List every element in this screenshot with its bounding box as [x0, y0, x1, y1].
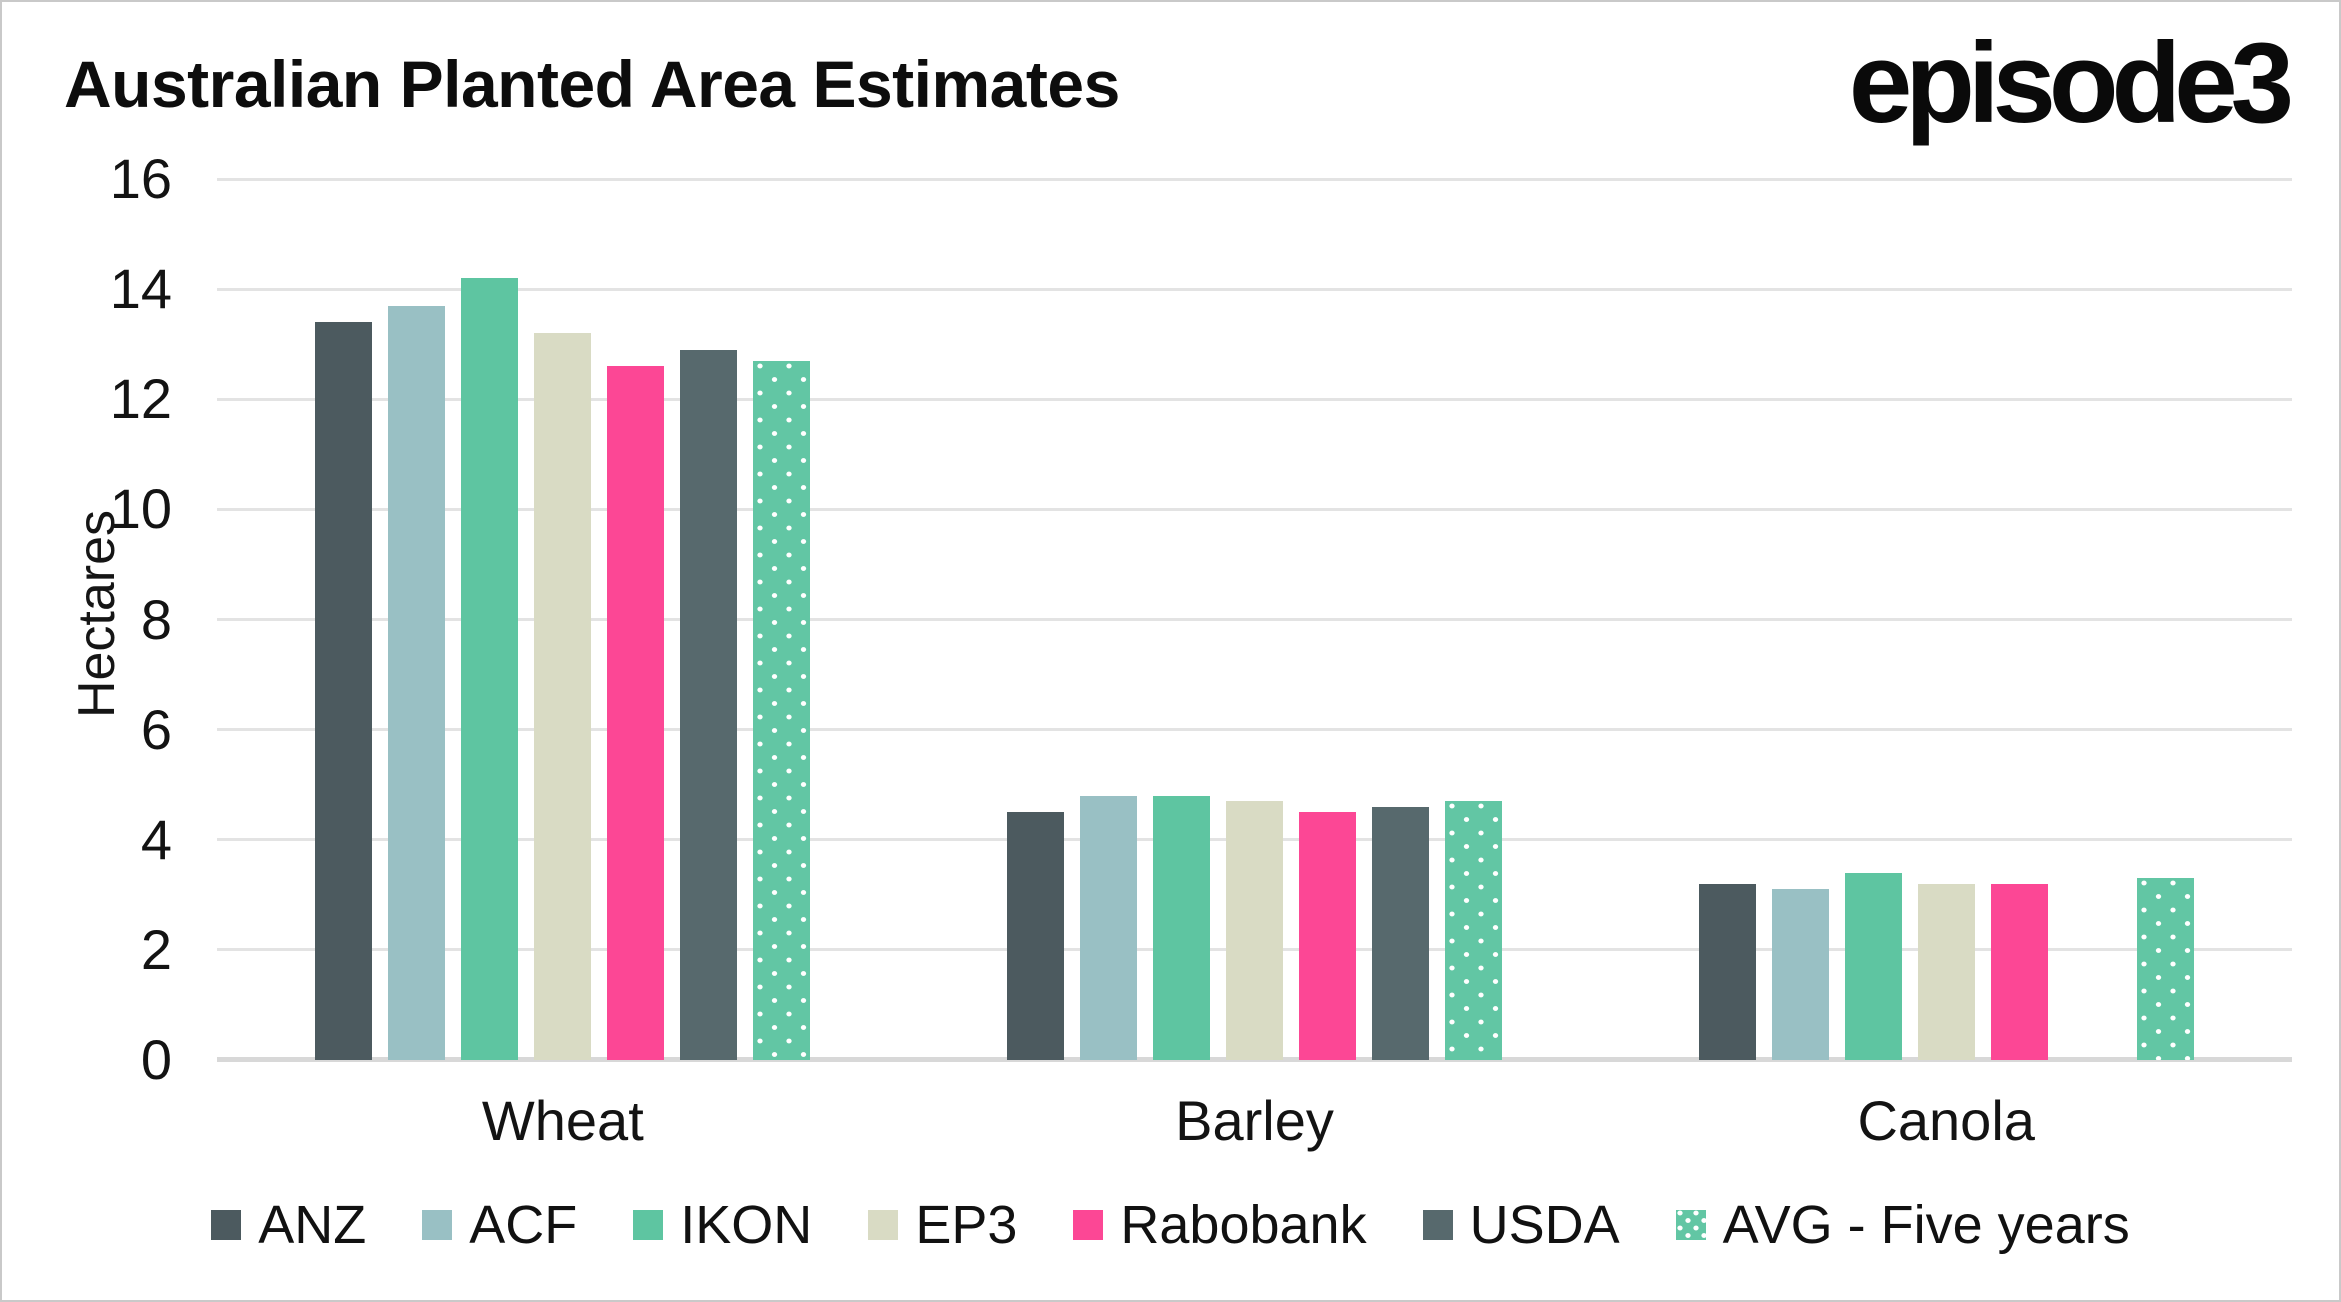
plot-area	[217, 177, 2292, 1062]
legend-label-acf: ACF	[469, 1195, 578, 1255]
y-tick-label: 2	[140, 917, 172, 981]
legend-item-usda: USDA	[1422, 1194, 1620, 1256]
chart-title: Australian Planted Area Estimates	[64, 47, 1120, 121]
legend-swatch-avg-five-years	[1675, 1210, 1706, 1240]
legend-swatch-ep3	[868, 1210, 899, 1240]
y-tick-label: 0	[140, 1028, 172, 1091]
legend-swatch-anz	[211, 1210, 242, 1240]
bar-rabobank-canola	[1990, 883, 2048, 1060]
bar-anz-barley	[1006, 812, 1064, 1060]
bar-usda-wheat	[680, 349, 738, 1060]
x-axis-label-barley: Barley	[1175, 1089, 1334, 1152]
bar-anz-canola	[1698, 883, 1756, 1060]
legend-item-rabobank: Rabobank	[1073, 1194, 1367, 1256]
x-axis-label-wheat: Wheat	[481, 1089, 644, 1152]
bar-group-canola	[1600, 179, 2292, 1060]
bar-ikon-wheat	[461, 278, 519, 1060]
bar-ep3-barley	[1225, 801, 1283, 1060]
bar-avg-five-years-barley	[1444, 801, 1502, 1060]
legend-label-anz: ANZ	[258, 1195, 367, 1255]
bar-usda-barley	[1371, 806, 1429, 1060]
y-tick-label: 6	[140, 697, 172, 761]
gridline	[217, 728, 2292, 732]
y-tick-label: 8	[140, 587, 172, 651]
x-axis-category-labels: Wheat Barley Canola	[217, 1085, 2292, 1157]
bar-avg-five-years-wheat	[753, 360, 811, 1060]
gridline	[217, 507, 2292, 511]
legend-item-avg-five-years: AVG - Five years	[1675, 1194, 2130, 1256]
bar-group-wheat	[217, 179, 909, 1060]
legend-swatch-acf	[422, 1210, 453, 1240]
bar-ep3-canola	[1917, 883, 1975, 1060]
gridline	[217, 397, 2292, 401]
legend-swatch-usda	[1422, 1210, 1453, 1240]
legend-label-ep3: EP3	[915, 1195, 1018, 1255]
bar-rabobank-wheat	[607, 366, 665, 1060]
y-tick-label: 16	[109, 147, 172, 210]
gridline	[217, 177, 2292, 181]
x-axis-label-canola: Canola	[1857, 1089, 2035, 1152]
legend: ANZ ACF IKON EP3 Rabobank USDA AVG - Five year…	[2, 1194, 2339, 1256]
gridline	[217, 287, 2292, 291]
bar-ikon-canola	[1844, 872, 1902, 1060]
legend-label-avg-five-years: AVG - Five years	[1722, 1195, 2130, 1255]
bar-group-barley	[909, 179, 1601, 1060]
bar-anz-wheat	[315, 322, 373, 1060]
bar-avg-five-years-canola	[2136, 878, 2194, 1060]
legend-swatch-ikon	[633, 1210, 664, 1240]
legend-label-rabobank: Rabobank	[1120, 1195, 1367, 1255]
legend-swatch-rabobank	[1073, 1210, 1104, 1240]
bar-acf-wheat	[388, 305, 446, 1060]
y-tick-label: 4	[140, 807, 172, 871]
gridline	[217, 618, 2292, 621]
legend-label-usda: USDA	[1469, 1195, 1620, 1255]
legend-item-ikon: IKON	[633, 1194, 812, 1256]
bar-acf-barley	[1079, 795, 1137, 1060]
bar-ikon-barley	[1152, 795, 1210, 1060]
bar-ep3-wheat	[534, 333, 592, 1060]
y-tick-label: 14	[109, 257, 172, 321]
bar-rabobank-barley	[1298, 812, 1356, 1060]
episode3-logo: episode3	[1848, 20, 2294, 147]
legend-item-anz: ANZ	[211, 1194, 366, 1256]
y-tick-label: 10	[109, 477, 172, 541]
legend-item-acf: ACF	[422, 1194, 577, 1256]
legend-label-ikon: IKON	[680, 1195, 813, 1255]
legend-item-ep3: EP3	[868, 1194, 1017, 1256]
y-tick-label: 12	[109, 367, 172, 431]
bar-acf-canola	[1771, 889, 1829, 1060]
